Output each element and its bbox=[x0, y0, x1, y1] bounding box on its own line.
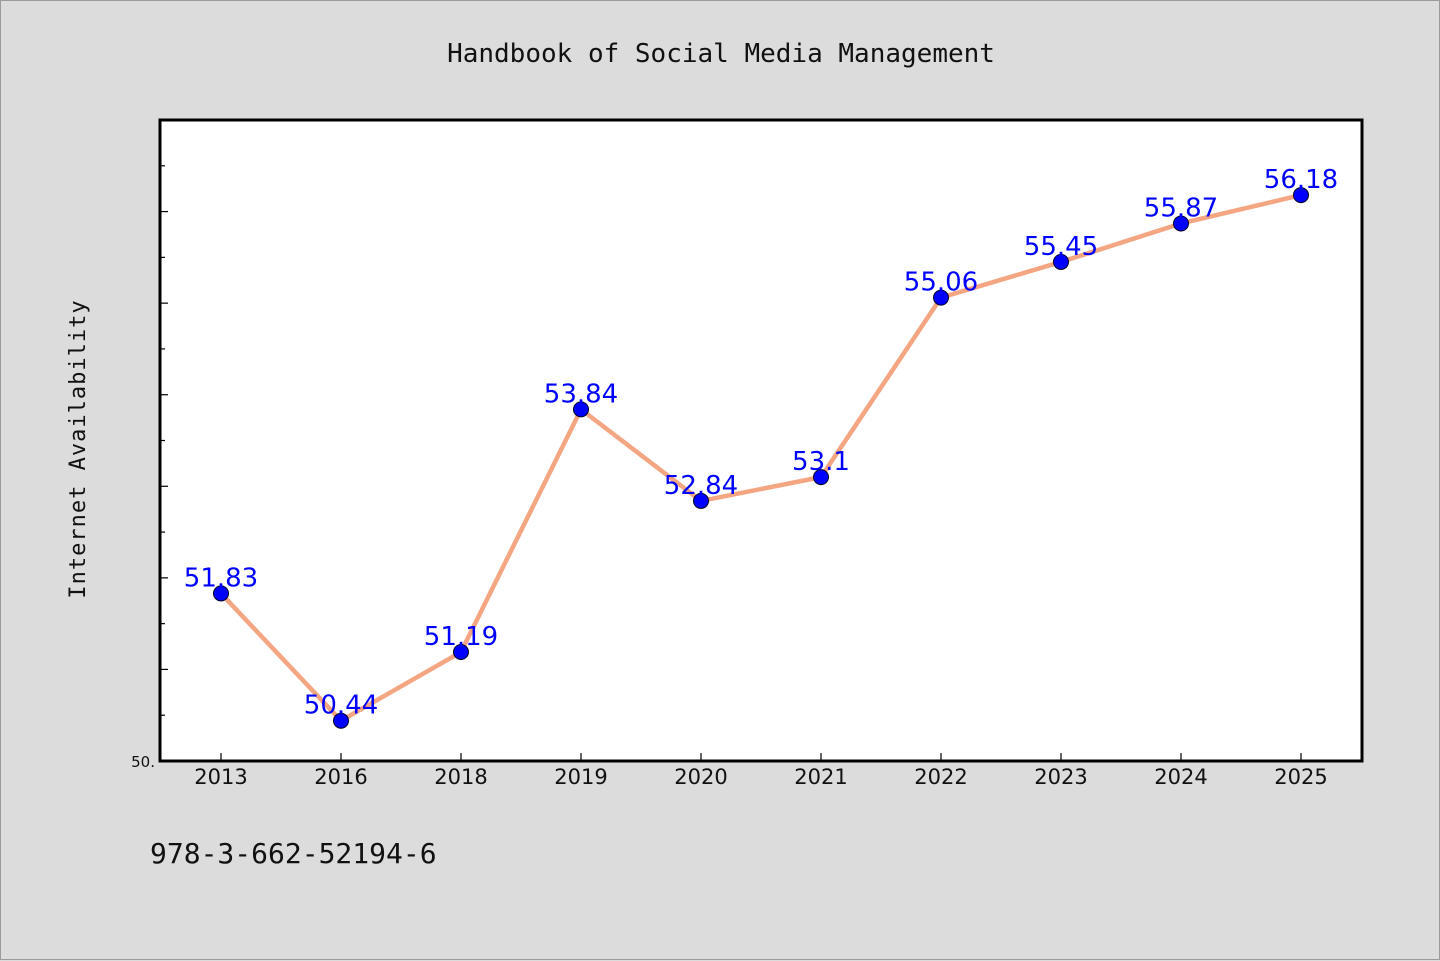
data-point bbox=[1173, 215, 1189, 232]
series-line bbox=[218, 192, 1304, 723]
y-tick-label: 50. bbox=[131, 753, 155, 771]
data-label: 51.19 bbox=[424, 622, 498, 652]
data-label: 52.84 bbox=[664, 471, 738, 501]
x-tick-label: 2018 bbox=[434, 765, 487, 789]
data-label: 53.84 bbox=[544, 379, 618, 409]
data-point bbox=[453, 644, 469, 661]
data-point bbox=[933, 289, 949, 306]
data-label: 51.83 bbox=[184, 563, 258, 593]
data-label: 56.18 bbox=[1264, 165, 1338, 195]
series-markers bbox=[213, 187, 1309, 729]
x-tick-label: 2025 bbox=[1274, 765, 1327, 789]
x-tick-label: 2024 bbox=[1154, 765, 1207, 789]
y-axis-label: Internet Availability bbox=[66, 299, 91, 598]
x-tick-label: 2013 bbox=[194, 765, 247, 789]
data-label: 55.45 bbox=[1024, 232, 1098, 262]
data-point bbox=[1293, 187, 1309, 204]
chart-title: Handbook of Social Media Management bbox=[447, 39, 995, 69]
data-labels: 51.83 50.44 51.19 53.84 52.84 53.1 55.06 55.45 5… bbox=[184, 165, 1338, 721]
data-label: 53.1 bbox=[792, 447, 850, 477]
x-tick-label: 2016 bbox=[314, 765, 367, 789]
isbn-text: 978-3-662-52194-6 bbox=[150, 837, 437, 870]
x-axis-ticks bbox=[220, 753, 1302, 761]
x-tick-label: 2020 bbox=[674, 765, 727, 789]
data-point bbox=[1053, 253, 1069, 270]
data-label: 50.44 bbox=[304, 691, 378, 721]
x-axis-tick-labels: 2013 2016 2018 2019 2020 2021 2022 2023 2024 2025 bbox=[194, 765, 1327, 789]
x-tick-label: 2023 bbox=[1034, 765, 1087, 789]
data-point bbox=[573, 401, 589, 418]
x-tick-label: 2022 bbox=[914, 765, 967, 789]
data-point bbox=[813, 469, 829, 486]
series-line-group bbox=[218, 192, 1304, 723]
data-label: 55.06 bbox=[904, 268, 978, 298]
data-point bbox=[693, 492, 709, 509]
data-point bbox=[333, 712, 349, 729]
x-tick-label: 2021 bbox=[794, 765, 847, 789]
plot-area bbox=[158, 118, 1364, 763]
y-axis-ticks bbox=[160, 165, 168, 716]
data-point bbox=[213, 585, 229, 602]
data-label: 55.87 bbox=[1144, 193, 1218, 223]
x-tick-label: 2019 bbox=[554, 765, 607, 789]
